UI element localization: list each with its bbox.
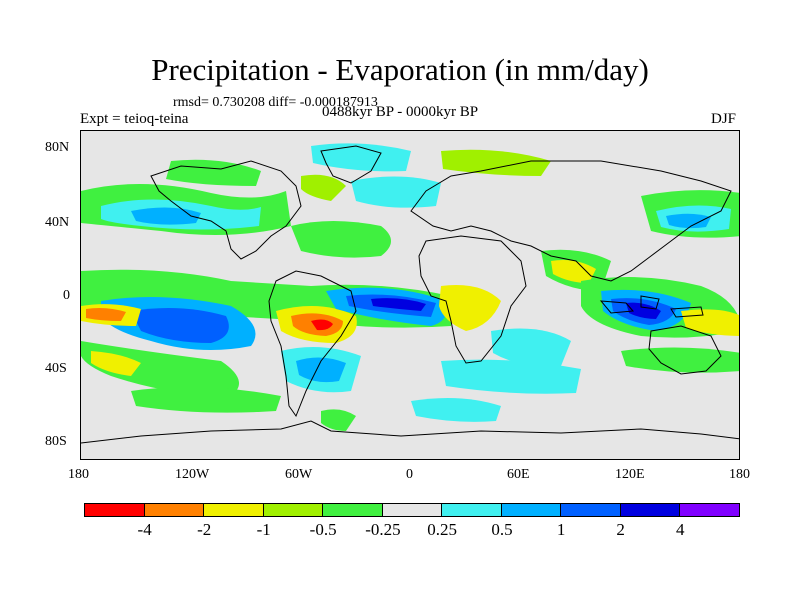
map-panel [80, 130, 740, 460]
field-patch [291, 221, 391, 258]
field-patch [81, 341, 239, 396]
colorbar-label: -0.25 [365, 520, 401, 539]
period-text: 0488kyr BP - 0000kyr BP [322, 104, 479, 120]
chart-title: Precipitation - Evaporation (in mm/day) [151, 52, 649, 87]
coastlines [81, 145, 739, 444]
coastline [670, 306, 704, 318]
field-patch [491, 328, 571, 367]
x-tick-label: 120E [615, 467, 645, 482]
experiment-text: Expt = teioq-teina [80, 111, 189, 127]
field-patch [91, 351, 141, 376]
y-tick-label: 40S [45, 361, 67, 376]
field-patch [131, 387, 281, 413]
field-patch [131, 207, 201, 225]
season-text: DJF [711, 111, 737, 127]
field-patch [351, 176, 441, 208]
colorbar-swatch [84, 503, 145, 517]
field-patch [371, 298, 426, 311]
field-patch [666, 213, 711, 229]
colorbar-swatch [500, 503, 562, 517]
colorbar-label: -1 [256, 520, 271, 539]
field-patch [86, 308, 126, 321]
field-patch [131, 307, 229, 343]
colorbar-swatch [262, 503, 324, 517]
field-patch [441, 359, 581, 394]
field-patch [411, 397, 501, 422]
colorbar-label: 2 [616, 520, 625, 539]
y-tick-label: 40N [45, 215, 70, 230]
coastline [410, 160, 732, 282]
anomaly-field [81, 143, 739, 431]
x-tick-label: 0 [406, 467, 413, 482]
colorbar-label: 1 [556, 520, 566, 539]
coastline [599, 300, 635, 314]
coastline [640, 295, 660, 310]
colorbar-swatch [619, 503, 681, 517]
coastline [150, 160, 302, 260]
colorbar-swatch [679, 503, 741, 517]
coastline [418, 235, 527, 364]
coastline [81, 420, 739, 444]
field-patch [441, 149, 551, 176]
field-patch [311, 319, 333, 331]
y-tick-label: 0 [63, 288, 70, 303]
x-tick-label: 60W [285, 467, 313, 482]
colorbar [84, 503, 741, 517]
coastline [320, 145, 382, 184]
colorbar-swatch [560, 503, 621, 517]
colorbar-swatch [381, 503, 443, 517]
coastline [648, 325, 722, 375]
precip-evap-map [81, 131, 739, 459]
stats-text: rmsd= 0.730208 diff= -0.000187913 [173, 95, 378, 110]
x-tick-label: 180 [729, 467, 750, 482]
colorbar-swatch [143, 503, 205, 517]
colorbar-label: -0.5 [309, 520, 337, 539]
colorbar-label: 0.25 [427, 520, 458, 539]
x-tick-label: 60E [507, 467, 530, 482]
field-patch [626, 302, 661, 319]
field-patch [621, 347, 739, 373]
colorbar-swatch [322, 503, 383, 517]
x-tick-label: 120W [175, 467, 210, 482]
y-tick-label: 80S [45, 434, 67, 449]
colorbar-label: -4 [137, 520, 152, 539]
field-patch [311, 143, 411, 172]
colorbar-label: 4 [675, 520, 685, 539]
colorbar-label: 0.5 [491, 520, 513, 539]
field-patch [321, 409, 356, 431]
x-tick-label: 180 [68, 467, 89, 482]
y-tick-label: 80N [45, 140, 70, 155]
field-patch [551, 260, 596, 283]
field-patch [301, 174, 346, 201]
field-patch [439, 285, 501, 331]
field-patch [296, 357, 346, 383]
coastline [268, 270, 357, 418]
colorbar-swatch [441, 503, 502, 517]
colorbar-label: -2 [197, 520, 212, 539]
colorbar-swatch [203, 503, 264, 517]
